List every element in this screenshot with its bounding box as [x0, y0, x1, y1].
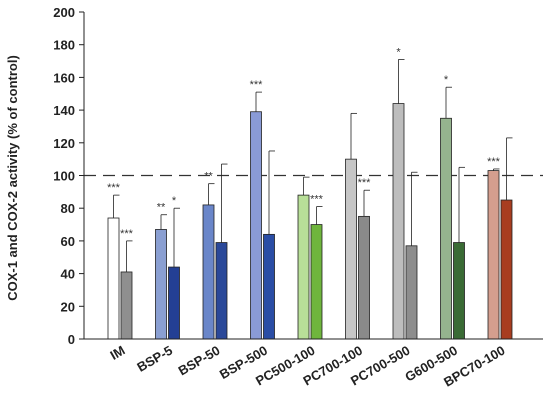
bar-PC700-500-s2: [405, 245, 418, 340]
significance-label-PC700-500-s1: *: [396, 46, 401, 58]
significance-label-PC500-100-s2: ***: [310, 194, 324, 206]
significance-label-PC700-100-s2: ***: [358, 177, 372, 189]
y-tick-label: 0: [68, 332, 75, 347]
y-tick-label: 100: [53, 169, 75, 184]
x-tick-label: IM: [107, 343, 127, 363]
y-tick-label: 140: [53, 103, 75, 118]
bar-PC700-100-s2: [358, 215, 370, 340]
bar-IM-s1: [107, 217, 120, 340]
bar-IM-s2: [120, 271, 133, 340]
significance-label-G600-500-s1: *: [444, 74, 449, 86]
y-tick-label: 80: [61, 201, 75, 216]
x-tick-label: BSP-5: [134, 343, 175, 375]
bar-PC500-100-s1: [297, 194, 310, 340]
bar-BPC70-100-s2: [500, 199, 513, 340]
y-tick-label: 20: [61, 299, 75, 314]
bar-G600-500-s2: [453, 242, 465, 340]
bar-BSP-5-s2: [168, 266, 180, 340]
y-tick-label: 40: [61, 267, 75, 282]
bar-BSP-500-s1: [250, 111, 262, 340]
significance-label-BSP-5-s2: *: [172, 195, 177, 207]
bar-BSP-5-s1: [155, 229, 167, 340]
significance-label-BPC70-100-s1: ***: [487, 156, 501, 168]
significance-label-BSP-500-s1: ***: [250, 79, 264, 91]
bar-BSP-50-s2: [215, 242, 228, 340]
bar-BSP-50-s1: [202, 204, 215, 340]
bar-PC500-100-s2: [310, 224, 323, 340]
significance-label-IM-s1: ***: [107, 182, 121, 194]
y-tick-label: 180: [53, 38, 75, 53]
bars-layer: *************************: [107, 46, 513, 340]
x-tick-label: BSP-50: [176, 343, 223, 379]
bar-BPC70-100-s1: [487, 170, 500, 340]
significance-label-IM-s2: ***: [120, 228, 134, 240]
significance-label-BSP-5-s1: **: [157, 202, 166, 214]
y-tick-label: 200: [53, 5, 75, 20]
significance-label-BSP-50-s1: **: [204, 171, 213, 183]
y-axis-label: COX-1 and COX-2 activity (% of control): [5, 55, 20, 301]
y-tick-label: 160: [53, 70, 75, 85]
bar-G600-500-s1: [440, 117, 452, 340]
bar-PC700-100-s1: [345, 158, 357, 340]
bar-BSP-500-s2: [263, 233, 275, 340]
y-tick-label: 120: [53, 136, 75, 151]
y-tick-label: 60: [61, 234, 75, 249]
bar-PC700-500-s1: [392, 103, 405, 340]
